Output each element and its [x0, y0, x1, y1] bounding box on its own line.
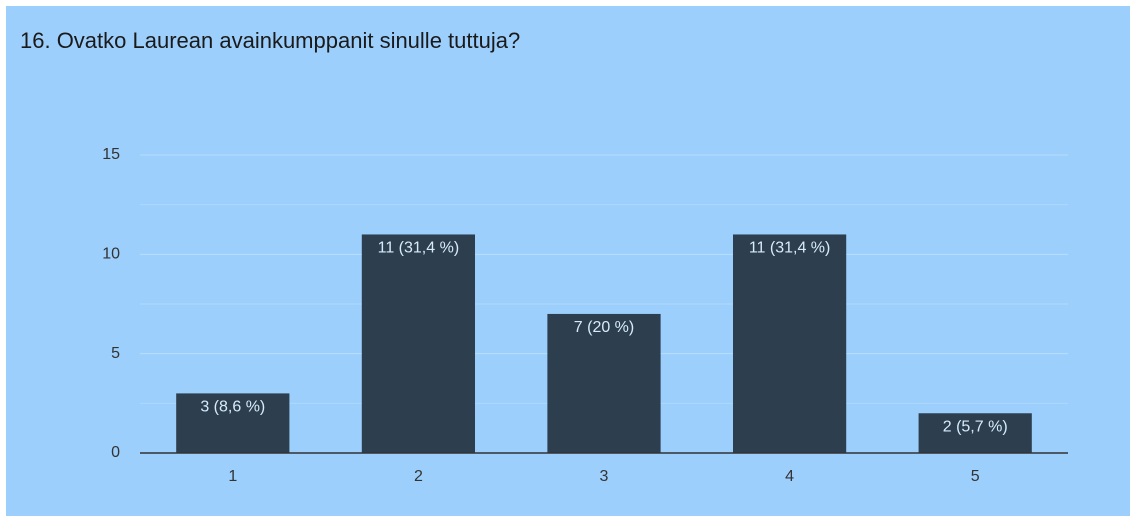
- x-tick-label: 4: [785, 468, 794, 485]
- bar: [732, 234, 847, 453]
- data-label: 2 (5,7 %): [943, 418, 1008, 435]
- x-tick-label: 5: [971, 468, 980, 485]
- bar: [547, 313, 661, 453]
- data-label: 11 (31,4 %): [749, 240, 831, 257]
- bar: [361, 234, 476, 453]
- x-tick-label: 2: [414, 468, 423, 485]
- bar: [918, 413, 1032, 453]
- chart-title: 16. Ovatko Laurean avainkumppanit sinull…: [20, 28, 520, 53]
- x-tick-label: 3: [600, 468, 609, 485]
- x-tick-label: 1: [228, 468, 237, 485]
- y-tick-label: 5: [111, 345, 120, 362]
- y-tick-label: 15: [102, 146, 120, 163]
- y-tick-label: 0: [111, 444, 120, 461]
- data-label: 7 (20 %): [574, 319, 634, 336]
- data-label: 3 (8,6 %): [200, 399, 265, 416]
- data-label: 11 (31,4 %): [378, 240, 460, 257]
- bar: [176, 393, 290, 453]
- y-tick-label: 10: [102, 246, 120, 263]
